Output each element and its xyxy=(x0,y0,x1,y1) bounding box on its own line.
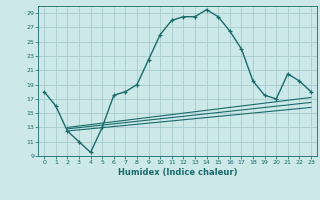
X-axis label: Humidex (Indice chaleur): Humidex (Indice chaleur) xyxy=(118,168,237,177)
